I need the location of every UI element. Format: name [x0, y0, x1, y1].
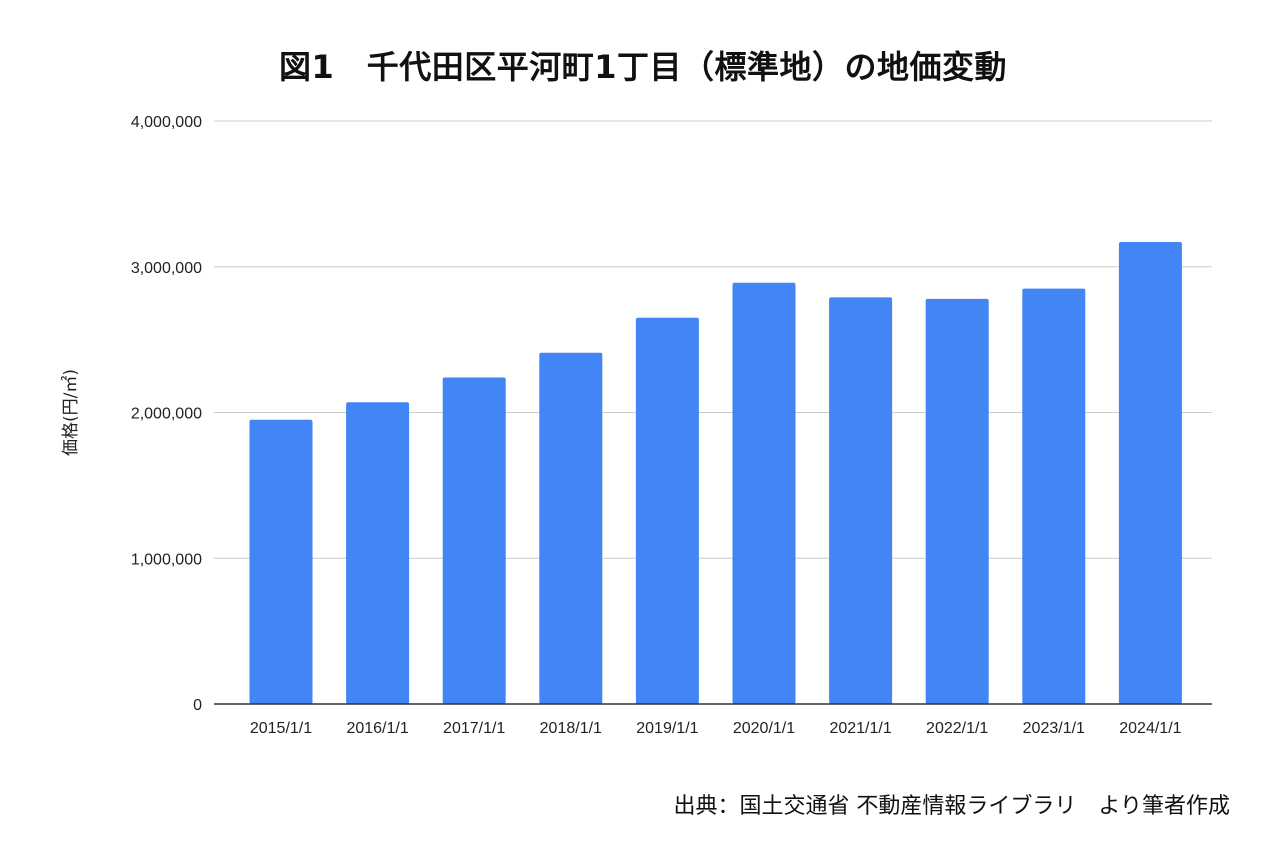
- bar-2024/1/1: [1118, 241, 1182, 704]
- bar-2019/1/1: [635, 317, 699, 704]
- x-tick-label: 2023/1/1: [1023, 720, 1085, 737]
- y-tick-label: 0: [193, 697, 202, 714]
- bar-2023/1/1: [1022, 288, 1086, 704]
- bar-2017/1/1: [442, 377, 506, 704]
- x-tick-label: 2020/1/1: [733, 720, 795, 737]
- x-tick-label: 2017/1/1: [443, 720, 505, 737]
- y-axis-label: 価格(円/㎡): [61, 369, 81, 456]
- chart-title: 図1 千代田区平河町1丁目（標準地）の地価変動: [278, 48, 1008, 86]
- bar-2016/1/1: [346, 402, 410, 704]
- source-note: 出典：国土交通省 不動産情報ライブラリ より筆者作成: [673, 794, 1230, 819]
- x-axis-ticks: 2015/1/1 2016/1/1 2017/1/1 2018/1/1 2019/1/1…: [250, 720, 1182, 737]
- bar-2015/1/1: [249, 419, 313, 704]
- y-tick-label: 3,000,000: [131, 260, 202, 277]
- x-tick-label: 2019/1/1: [636, 720, 698, 737]
- bar-2018/1/1: [539, 352, 603, 704]
- x-tick-label: 2024/1/1: [1119, 720, 1181, 737]
- y-tick-label: 2,000,000: [131, 406, 202, 423]
- x-tick-label: 2022/1/1: [926, 720, 988, 737]
- y-tick-label: 1,000,000: [131, 551, 202, 568]
- x-tick-label: 2016/1/1: [346, 720, 408, 737]
- x-tick-label: 2015/1/1: [250, 720, 312, 737]
- bars: [249, 241, 1182, 704]
- x-tick-label: 2018/1/1: [540, 720, 602, 737]
- y-tick-label: 4,000,000: [131, 114, 202, 131]
- y-axis-ticks: 0 1,000,000 2,000,000 3,000,000 4,000,000: [131, 114, 202, 714]
- bar-2021/1/1: [829, 297, 893, 704]
- bar-2020/1/1: [732, 282, 796, 704]
- x-tick-label: 2021/1/1: [829, 720, 891, 737]
- bar-2022/1/1: [925, 298, 989, 704]
